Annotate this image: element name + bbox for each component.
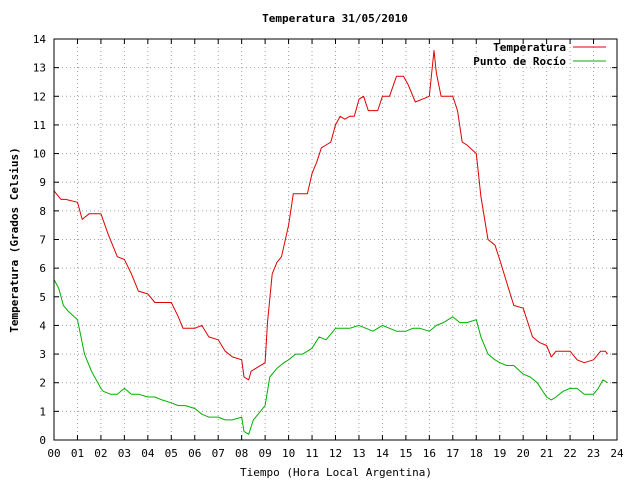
x-tick-label: 17 bbox=[446, 447, 459, 460]
y-tick-label: 12 bbox=[33, 90, 46, 103]
plot-frame bbox=[53, 38, 618, 441]
y-tick-label: 5 bbox=[39, 291, 46, 304]
x-tick-label: 19 bbox=[493, 447, 506, 460]
series-lines bbox=[53, 50, 608, 435]
grid bbox=[54, 39, 617, 440]
y-tick-label: 1 bbox=[39, 405, 46, 418]
y-tick-label: 7 bbox=[39, 234, 46, 247]
x-tick-label: 09 bbox=[259, 447, 272, 460]
x-tick-label: 07 bbox=[212, 447, 225, 460]
y-tick-label: 14 bbox=[33, 33, 47, 46]
y-tick-label: 3 bbox=[39, 348, 46, 361]
x-tick-label: 02 bbox=[94, 447, 107, 460]
x-axis-label: Tiempo (Hora Local Argentina) bbox=[240, 466, 432, 479]
x-tick-label: 00 bbox=[47, 447, 60, 460]
x-tick-label: 01 bbox=[71, 447, 84, 460]
x-tick-label: 16 bbox=[423, 447, 436, 460]
x-tick-label: 24 bbox=[610, 447, 624, 460]
y-tick-label: 9 bbox=[39, 176, 46, 189]
x-tick-label: 13 bbox=[352, 447, 365, 460]
legend-label-temperatura: Temperatura bbox=[493, 41, 566, 54]
y-tick-label: 8 bbox=[39, 205, 46, 218]
x-tick-label: 15 bbox=[399, 447, 412, 460]
x-tick-label: 20 bbox=[517, 447, 530, 460]
y-tick-label: 11 bbox=[33, 119, 46, 132]
series-line-temperatura bbox=[53, 50, 608, 381]
x-tick-label: 06 bbox=[188, 447, 201, 460]
x-tick-label: 21 bbox=[540, 447, 553, 460]
x-tick-label: 05 bbox=[165, 447, 178, 460]
y-tick-label: 13 bbox=[33, 62, 46, 75]
x-tick-label: 11 bbox=[305, 447, 318, 460]
x-tick-labels: 00 01 02 03 04 05 06 07 08 09 10 11 12 13 14 15 16 17 18 19… bbox=[47, 447, 624, 460]
x-tick-label: 23 bbox=[587, 447, 600, 460]
y-tick-label: 4 bbox=[39, 319, 46, 332]
y-tick-label: 6 bbox=[39, 262, 46, 275]
x-tick-label: 12 bbox=[329, 447, 342, 460]
x-tick-label: 08 bbox=[235, 447, 248, 460]
x-tick-label: 10 bbox=[282, 447, 295, 460]
legend-label-punto-de-rocio: Punto de Rocío bbox=[473, 55, 566, 68]
x-tick-label: 14 bbox=[376, 447, 390, 460]
chart-title: Temperatura 31/05/2010 bbox=[262, 12, 408, 25]
y-tick-label: 0 bbox=[39, 434, 46, 447]
x-tick-label: 04 bbox=[141, 447, 155, 460]
x-tick-label: 18 bbox=[470, 447, 483, 460]
legend: Temperatura Punto de Rocío bbox=[473, 41, 606, 68]
y-tick-label: 10 bbox=[33, 148, 46, 161]
y-tick-label: 2 bbox=[39, 377, 46, 390]
y-axis-label: Temperatura (Grados Celsius) bbox=[8, 147, 21, 332]
x-tick-label: 22 bbox=[563, 447, 576, 460]
x-tick-label: 03 bbox=[118, 447, 131, 460]
axis-ticks bbox=[53, 38, 618, 441]
series-line-punto-de-rocio bbox=[53, 279, 608, 435]
